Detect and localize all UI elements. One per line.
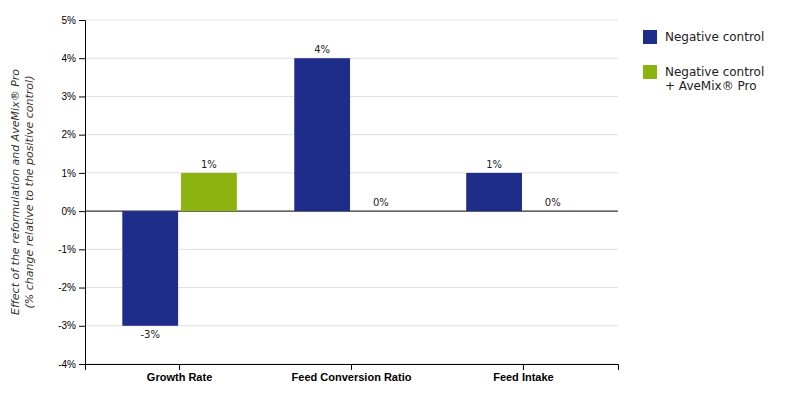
legend-label: Negative control [665,30,764,44]
data-labels: -3% 4% 1% 1% 0% 0% [140,44,560,340]
data-label: 4% [314,44,330,55]
grid-line [85,96,618,97]
y-tick-label: 2% [62,129,77,140]
y-tick-label: 5% [62,15,77,26]
y-tick: 3% [62,91,85,102]
y-tick-mark [79,135,85,136]
x-axis: Growth Rate Feed Conversion Ratio Feed Int… [86,364,619,383]
y-tick-mark [79,364,85,365]
y-tick-mark [79,326,85,327]
data-label: -3% [140,329,159,340]
x-tick-mark [351,364,352,370]
bars [122,58,522,326]
y-tick-label: 1% [62,168,77,179]
chart: -4% -3% -2% -1% 0% 1% 2% 3% 4% 5% Growth Rate Feed … [0,0,798,409]
y-tick: 2% [62,129,85,140]
legend-swatch [643,30,657,44]
legend-label: Negative control+ AveMix® Pro [665,65,764,93]
y-tick-mark [79,211,85,212]
y-axis: -4% -3% -2% -1% 0% 1% 2% 3% 4% 5% [58,15,85,370]
legend-item: Negative control [643,30,764,44]
data-label: 0% [373,197,389,208]
x-tick: Feed Intake [493,364,554,383]
y-tick-label: -1% [58,244,76,255]
y-tick-label: 3% [62,91,77,102]
plot: -4% -3% -2% -1% 0% 1% 2% 3% 4% 5% Growth Rate Feed … [58,15,618,383]
grid-line [85,172,618,173]
y-axis-title: Effect of the reformulation and AveMix® … [9,69,35,315]
y-axis-line [79,21,86,365]
grid [85,20,618,364]
y-tick-label: 0% [62,206,77,217]
bar [294,58,350,211]
y-tick: 1% [62,168,85,179]
x-tick-label: Feed Intake [493,371,554,383]
bar [181,173,237,211]
data-label: 1% [486,159,502,170]
y-tick: 0% [62,206,85,217]
bar [353,211,409,212]
y-tick: 4% [62,53,85,64]
y-tick: -2% [58,282,85,293]
grid-line [85,20,618,21]
x-tick-mark [523,364,524,370]
y-tick-label: -3% [58,320,76,331]
x-tick-label: Feed Conversion Ratio [292,371,412,383]
y-tick: -4% [58,359,85,370]
grid-line [85,58,618,59]
y-tick-mark [79,173,85,174]
legend-swatch [643,65,657,79]
y-tick: 5% [62,15,85,26]
y-tick: -3% [58,320,85,331]
y-tick-mark [79,58,85,59]
grid-line [85,134,618,135]
bar [466,173,522,211]
y-tick-mark [79,288,85,289]
y-tick-label: -2% [58,282,76,293]
x-tick-mark [179,364,180,370]
x-axis-line [86,365,619,371]
data-label: 0% [545,197,561,208]
x-tick-label: Growth Rate [147,371,212,383]
bar [525,211,581,212]
data-label: 1% [201,159,217,170]
y-tick-label: -4% [58,359,76,370]
y-tick-label: 4% [62,53,77,64]
x-tick: Feed Conversion Ratio [292,364,412,383]
y-tick-mark [79,20,85,21]
y-tick: -1% [58,244,85,255]
bar [122,211,178,326]
legend-item: Negative control+ AveMix® Pro [643,65,764,93]
y-tick-mark [79,249,85,250]
y-tick-mark [79,96,85,97]
legend: Negative control Negative control+ AveMix… [643,30,764,93]
x-tick: Growth Rate [147,364,212,383]
